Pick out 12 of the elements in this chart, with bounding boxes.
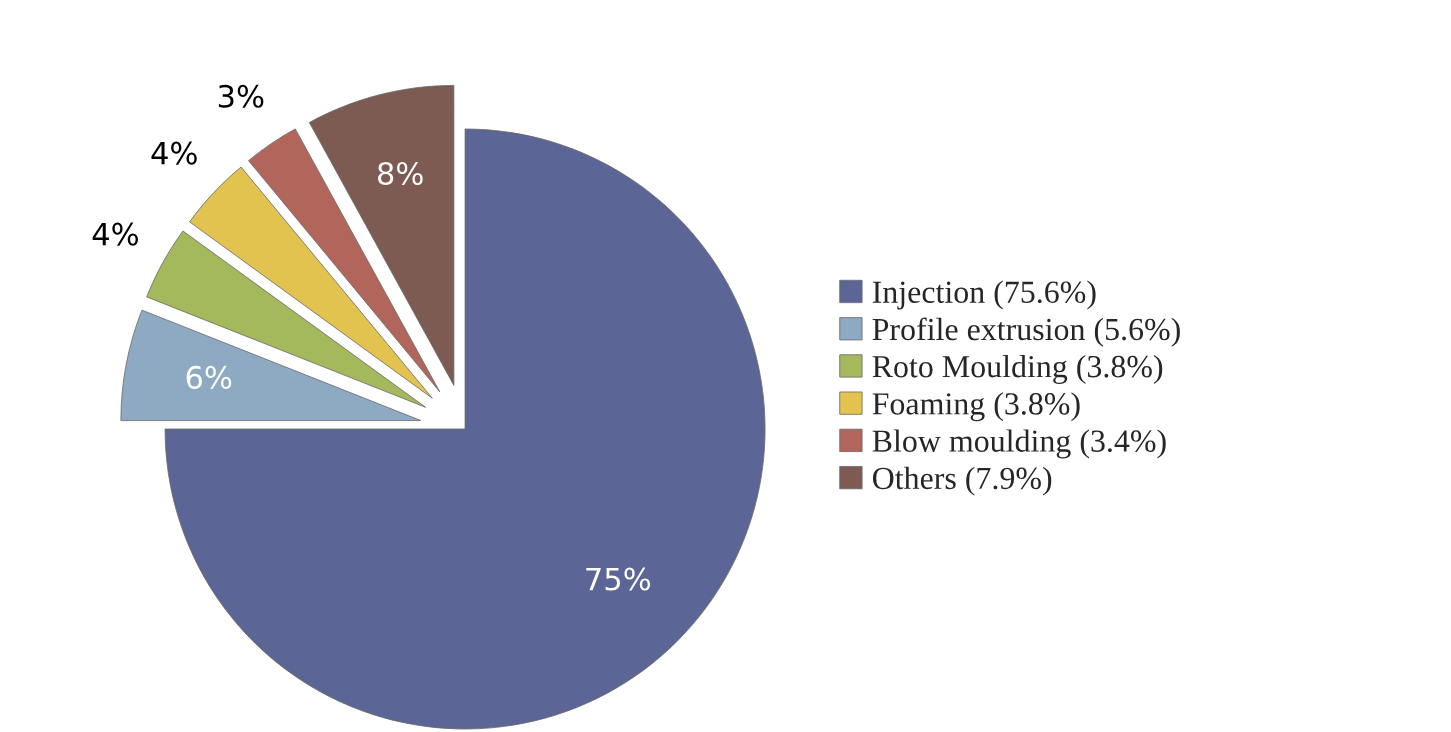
data-label: 4% [151,141,197,165]
data-label: 6% [186,365,232,389]
legend-label: Blow moulding (3.4%) [872,429,1166,459]
legend-label: Profile extrusion (5.6%) [872,317,1180,347]
data-label: 3% [218,84,264,108]
legend-label: Injection (75.6%) [872,280,1096,310]
data-label: 75% [586,567,651,591]
legend-label: Foaming (3.8%) [872,392,1080,422]
data-label: 8% [378,161,423,186]
legend-label: Roto Moulding (3.8%) [872,354,1163,384]
data-label: 4% [92,222,138,246]
legend-label: Others (7.9%) [872,466,1052,496]
